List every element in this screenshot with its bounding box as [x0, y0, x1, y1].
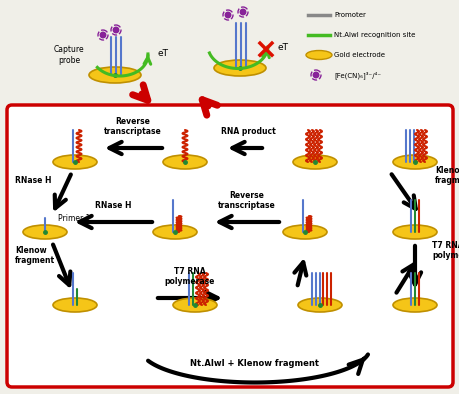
- Circle shape: [100, 32, 106, 38]
- Text: eT: eT: [278, 43, 289, 52]
- Ellipse shape: [153, 225, 197, 239]
- Text: eT: eT: [158, 50, 169, 58]
- Ellipse shape: [89, 67, 141, 83]
- Ellipse shape: [298, 298, 342, 312]
- Circle shape: [240, 9, 246, 15]
- Text: Reverse
transcriptase: Reverse transcriptase: [104, 117, 162, 136]
- Text: [Fe(CN)₆]³⁻/⁴⁻: [Fe(CN)₆]³⁻/⁴⁻: [334, 71, 381, 79]
- Text: Promoter: Promoter: [334, 12, 366, 18]
- Text: Capture
probe: Capture probe: [54, 45, 84, 65]
- Ellipse shape: [214, 60, 266, 76]
- Circle shape: [313, 72, 319, 78]
- Ellipse shape: [173, 298, 217, 312]
- Text: Nt.AlwI + Klenow fragment: Nt.AlwI + Klenow fragment: [190, 359, 319, 368]
- Ellipse shape: [393, 298, 437, 312]
- Text: RNA product: RNA product: [221, 127, 275, 136]
- Text: RNase H: RNase H: [15, 176, 51, 185]
- Ellipse shape: [23, 225, 67, 239]
- Ellipse shape: [293, 155, 337, 169]
- Ellipse shape: [163, 155, 207, 169]
- Ellipse shape: [393, 225, 437, 239]
- Text: Primer 1: Primer 1: [58, 214, 90, 223]
- Text: T7 RNA
polymerase: T7 RNA polymerase: [432, 241, 459, 260]
- Ellipse shape: [53, 155, 97, 169]
- FancyBboxPatch shape: [7, 105, 453, 387]
- Ellipse shape: [283, 225, 327, 239]
- Text: Klenow
fragment: Klenow fragment: [15, 245, 55, 265]
- Ellipse shape: [393, 155, 437, 169]
- Text: T7 RNA
polymerase: T7 RNA polymerase: [165, 267, 215, 286]
- Text: Reverse
transcriptase: Reverse transcriptase: [218, 191, 276, 210]
- Text: Gold electrode: Gold electrode: [334, 52, 385, 58]
- Circle shape: [225, 12, 231, 18]
- Ellipse shape: [306, 50, 332, 59]
- Text: Klenow
fragment: Klenow fragment: [435, 165, 459, 185]
- Text: Nt.AlwI recognition site: Nt.AlwI recognition site: [334, 32, 415, 38]
- Text: RNase H: RNase H: [95, 201, 131, 210]
- Ellipse shape: [53, 298, 97, 312]
- Circle shape: [113, 27, 119, 33]
